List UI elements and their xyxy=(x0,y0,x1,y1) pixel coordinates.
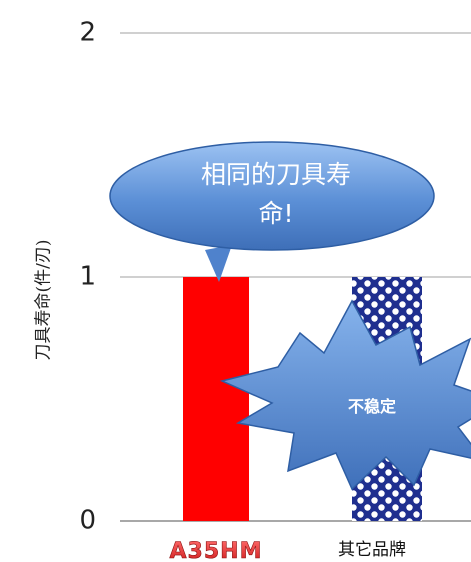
bar-a35hm xyxy=(183,277,249,521)
x-tick-label-other-brands: 其它品牌 xyxy=(338,540,406,560)
x-tick-label-brand-logo: A35HM xyxy=(170,539,263,562)
y-tick-label-2: 2 xyxy=(79,18,96,48)
unstable-callout: 不稳定 xyxy=(219,299,471,491)
explosion-shape xyxy=(219,299,471,491)
x-category-labels: A35HM 其它品牌 xyxy=(169,539,406,562)
y-axis-label: 刀具寿命(件/刃) xyxy=(34,240,54,361)
callout-line-1: 相同的刀具寿 xyxy=(201,160,351,189)
y-tick-labels: 0 1 2 xyxy=(79,18,96,536)
y-tick-label-1: 1 xyxy=(79,262,96,292)
same-tool-life-callout: 相同的刀具寿 命! xyxy=(109,141,435,282)
y-tick-label-0: 0 xyxy=(79,506,96,536)
callout-line-2: 命! xyxy=(258,199,293,228)
unstable-label: 不稳定 xyxy=(348,397,396,416)
